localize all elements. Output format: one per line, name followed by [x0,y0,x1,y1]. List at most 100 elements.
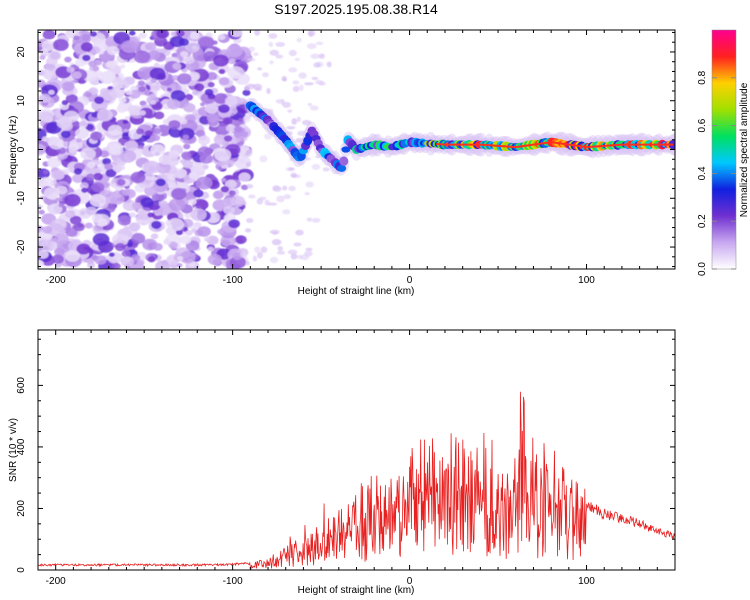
noise-blob [272,185,280,191]
noise-blob [232,252,243,260]
x-tick-label: -200 [46,275,66,286]
noise-blob [228,190,236,196]
noise-blob [84,222,93,229]
noise-blob [118,97,127,104]
noise-blob [90,131,103,141]
noise-blob [71,71,82,80]
noise-blob [292,80,300,85]
noise-blob [100,70,116,83]
noise-blob [98,165,105,170]
noise-blob [240,251,248,259]
noise-blob [269,49,279,56]
noise-blob [268,41,274,47]
noise-blob [296,116,301,122]
noise-blob [306,217,313,222]
noise-blob [244,228,252,233]
noise-blob [39,55,46,60]
noise-blob [185,41,200,53]
noise-blob [119,64,126,69]
noise-blob [227,66,245,80]
x-tick-label: -100 [223,576,243,587]
noise-blob [228,219,240,229]
noise-blob [42,226,53,234]
noise-blob [277,246,284,252]
noise-blob [245,161,251,168]
noise-blob [139,100,147,106]
noise-blob [75,128,90,139]
noise-blob [197,146,212,158]
noise-blob [306,43,317,50]
noise-blob [68,146,78,154]
noise-blob [248,46,256,52]
noise-blob [207,254,222,265]
noise-blob [145,42,157,51]
noise-blob [47,203,63,215]
noise-blob [123,140,139,152]
noise-blob [82,54,91,62]
noise-blob [60,121,73,131]
y-tick-label: 600 [16,377,27,394]
noise-blob [122,128,129,134]
noise-blob [58,203,64,208]
noise-blob [214,148,232,162]
noise-blob [252,255,258,262]
noise-blob [259,196,267,201]
noise-blob [131,233,146,244]
noise-blob [309,105,319,111]
noise-blob [243,99,248,105]
noise-blob [73,222,85,232]
noise-blob [188,171,199,180]
heatmap-content [38,30,675,269]
noise-blob [244,125,249,133]
noise-blob [260,246,268,253]
noise-blob [254,87,262,91]
noise-blob [114,243,126,252]
noise-blob [179,235,192,245]
noise-blob [150,144,166,156]
noise-blob [147,212,154,218]
noise-blob [239,69,246,75]
noise-blob [245,261,250,266]
noise-blob [94,255,107,265]
noise-blob [195,129,206,138]
x-tick-label: 100 [578,576,595,587]
noise-blob [326,61,332,67]
noise-blob [90,31,97,37]
noise-blob [121,250,131,258]
noise-blob [301,119,312,126]
noise-blob [117,215,131,226]
noise-blob [295,137,304,143]
noise-blob [55,262,62,268]
track-blob [341,146,351,153]
noise-blob [168,198,186,212]
colorbar-gradient [712,30,736,269]
noise-blob [213,93,228,104]
noise-blob [233,125,243,133]
noise-blob [117,179,126,186]
noise-blob [121,40,138,54]
noise-blob [79,182,89,190]
noise-blob [294,57,300,61]
noise-blob [149,99,157,105]
noise-blob [153,62,160,68]
noise-blob [104,163,113,171]
noise-blob [246,217,254,224]
y-tick-label: 200 [16,500,27,517]
noise-blob [40,195,46,200]
noise-blob [125,89,133,95]
noise-blob [205,32,213,38]
noise-blob [129,212,136,218]
noise-blob [108,252,115,257]
noise-blob [292,85,300,92]
noise-blob [254,30,260,36]
noise-blob [105,168,117,178]
noise-blob [288,167,294,171]
noise-blob [315,155,321,159]
noise-blob [107,124,123,136]
noise-blob [86,173,95,181]
noise-blob [195,199,209,210]
noise-blob [41,136,48,141]
noise-blob [269,229,280,234]
noise-blob [61,100,69,106]
noise-blob [200,102,206,107]
